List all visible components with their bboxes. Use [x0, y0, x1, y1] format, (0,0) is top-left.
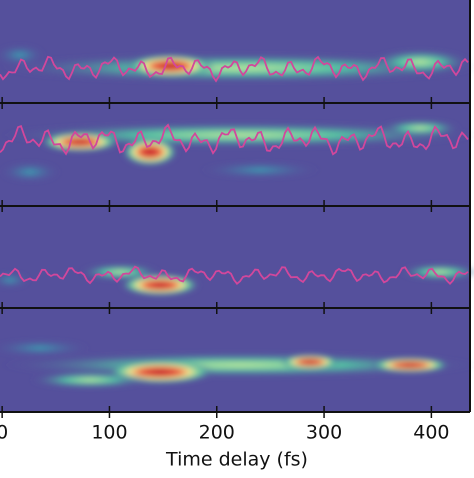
- trace: [0, 123, 469, 156]
- frame: [0, 0, 471, 418]
- heat-blob: [30, 372, 150, 388]
- x-axis-label: Time delay (fs): [165, 449, 308, 471]
- heat-blob: [380, 120, 460, 136]
- heat-blob: [200, 162, 320, 178]
- heat-blob: [280, 354, 340, 370]
- heat-blob: [80, 264, 160, 280]
- heat-blob: [370, 357, 450, 373]
- traces: [0, 55, 469, 285]
- heat-blob: [0, 272, 30, 288]
- heat-blob: [0, 340, 90, 356]
- heat-blob: [0, 54, 474, 82]
- x-tick-label: 200: [199, 422, 235, 444]
- x-tick-label: 100: [91, 422, 127, 444]
- trace: [0, 55, 469, 83]
- trace: [0, 265, 469, 285]
- heat-blob: [0, 45, 45, 65]
- x-tick-label: 400: [413, 422, 449, 444]
- heat-blob: [0, 162, 60, 182]
- x-tick-label: 300: [306, 422, 342, 444]
- heat-blob: [40, 132, 120, 152]
- x-tick-label: 0: [0, 422, 8, 444]
- heat-blob: [122, 138, 178, 166]
- heatmap: [0, 45, 474, 388]
